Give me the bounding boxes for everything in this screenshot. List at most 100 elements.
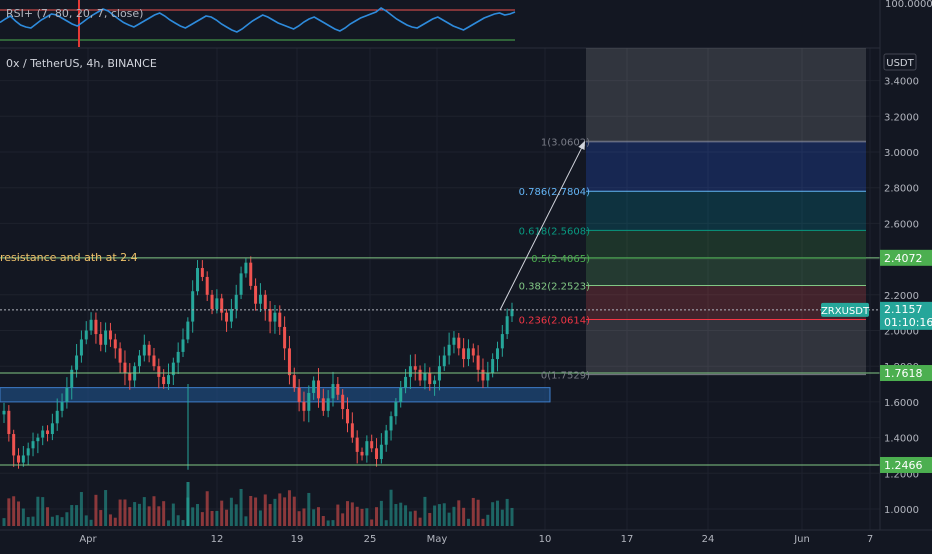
x-tick-label: 24 — [702, 534, 715, 545]
volume-bar — [321, 515, 325, 526]
volume-bar — [186, 482, 190, 526]
candle-body — [36, 437, 40, 442]
price-badge-countdown: 01:10:16 — [884, 316, 932, 329]
volume-bar — [200, 512, 204, 526]
volume-bar — [283, 497, 287, 526]
price-badge-symbol: ZRXUSDT — [821, 306, 870, 317]
candle-body — [21, 455, 25, 463]
candle-body — [31, 441, 35, 449]
candle-body — [191, 291, 195, 322]
trend-arrow[interactable] — [499, 141, 586, 311]
x-tick-label: 10 — [539, 534, 552, 545]
candle-body — [326, 398, 330, 411]
volume-bar — [108, 514, 112, 526]
candle-body — [462, 348, 466, 360]
volume-bar — [99, 510, 103, 526]
volume-bar — [462, 507, 466, 526]
volume-bar — [239, 488, 243, 526]
candle-body — [486, 373, 490, 381]
volume-bar — [404, 505, 408, 526]
volume-bar — [326, 520, 330, 526]
volume-bar — [41, 497, 45, 526]
candle-body — [108, 330, 112, 340]
candle-body — [94, 319, 98, 335]
chart-title: 0x / TetherUS, 4h, BINANCE — [6, 57, 157, 70]
volume-bars — [2, 482, 514, 526]
candle-body — [171, 362, 175, 376]
volume-bar — [162, 501, 166, 526]
horizontal-line-tag-label: 1.2466 — [884, 459, 923, 472]
y-tick-label: 1.6000 — [884, 398, 919, 409]
volume-bar — [229, 497, 233, 526]
volume-bar — [307, 492, 311, 526]
candle-body — [283, 326, 287, 349]
candle-body — [476, 355, 480, 370]
candle-body — [254, 285, 258, 304]
volume-bar — [94, 494, 98, 526]
fib-fills — [586, 141, 866, 375]
volume-bar — [55, 515, 59, 526]
candle-body — [118, 348, 122, 363]
candle-body — [50, 423, 54, 435]
candle-body — [46, 430, 50, 435]
support-zone[interactable] — [0, 387, 551, 403]
horizontal-line-tag — [880, 365, 932, 382]
volume-bar — [505, 498, 509, 526]
candle-body — [481, 369, 485, 381]
volume-bar — [457, 500, 461, 526]
volume-bar — [302, 508, 306, 526]
time-axis[interactable]: Apr 12 19 25 May 10 17 24 Jun 7 — [79, 534, 873, 545]
price-badge-value-box — [880, 301, 932, 330]
volume-bar — [171, 503, 175, 526]
candle-body — [500, 334, 504, 349]
volume-bar — [147, 506, 151, 526]
candle-body — [84, 330, 88, 340]
candle-body — [433, 380, 437, 385]
candle-body — [331, 384, 335, 399]
candle-body — [457, 337, 461, 349]
resistance-annotation[interactable]: resistance and ath at 2.4 — [0, 251, 138, 264]
candle-body — [442, 355, 446, 367]
x-tick-label: 7 — [867, 534, 873, 545]
candle-body — [215, 298, 219, 310]
candle-body — [196, 268, 200, 292]
volume-bar — [17, 501, 21, 526]
fib-level-label: 0.236(2.0614) — [519, 316, 591, 327]
candle-body — [186, 321, 190, 340]
volume-bar — [176, 515, 180, 526]
x-tick-label: 19 — [291, 534, 304, 545]
volume-bar — [191, 507, 195, 526]
candle-body — [220, 298, 224, 313]
y-tick-label: 3.4000 — [884, 77, 919, 88]
currency-box[interactable] — [883, 53, 917, 71]
volume-bar — [249, 495, 253, 526]
candle-body — [142, 344, 146, 356]
x-tick-label: Apr — [79, 534, 97, 545]
volume-bar — [481, 518, 485, 526]
volume-bar — [428, 512, 432, 526]
candle-body — [60, 401, 64, 411]
candle-body — [292, 375, 296, 388]
candle-body — [399, 387, 403, 402]
price-badge-value: 2.1157 — [884, 303, 923, 316]
y-tick-label: 2.0000 — [884, 327, 919, 338]
candle-body — [355, 437, 359, 452]
candle-body — [341, 394, 345, 410]
volume-bar — [50, 516, 54, 526]
horizontal-line-tag-label: 2.4072 — [884, 252, 923, 265]
candle-body — [17, 455, 21, 463]
volume-bar — [268, 504, 272, 526]
candle-body — [75, 355, 79, 370]
volume-bar — [21, 508, 25, 526]
volume-bar — [273, 498, 277, 526]
candle-body — [452, 337, 456, 345]
candle-body — [7, 410, 11, 435]
candle-body — [495, 348, 499, 360]
fib-level-label: 0.618(2.5608) — [519, 226, 591, 237]
horizontal-line-tag-label: 1.7618 — [884, 367, 923, 380]
volume-bar — [234, 504, 238, 526]
fib-lines: 1(3.0602) 0.786(2.7804) 0.618(2.5608) 0.5(2… — [519, 137, 866, 382]
candle-body — [244, 262, 248, 274]
